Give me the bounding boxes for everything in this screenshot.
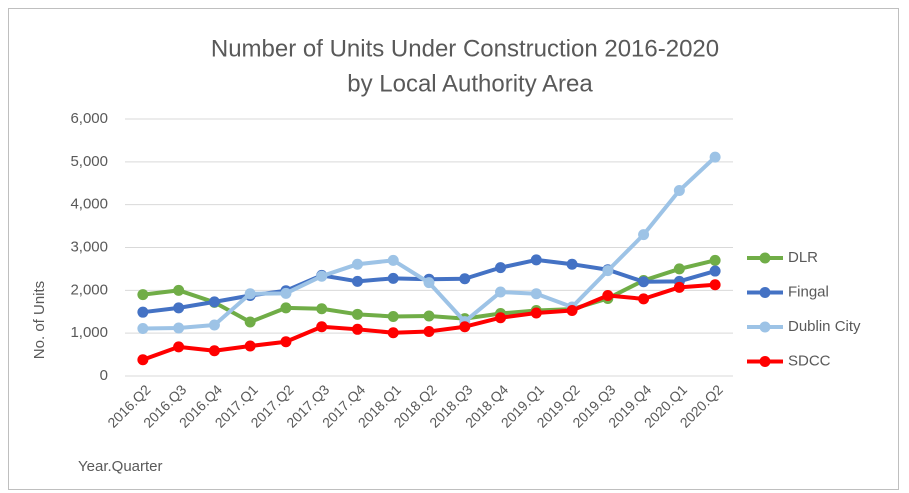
y-tick-label: 4,000 bbox=[70, 196, 108, 213]
point bbox=[351, 308, 363, 320]
y-tick-label: 5,000 bbox=[70, 153, 108, 170]
y-axis-label: No. of Units bbox=[31, 281, 48, 359]
point bbox=[244, 340, 256, 352]
legend-label: SDCC bbox=[788, 352, 831, 369]
point bbox=[566, 304, 578, 316]
point bbox=[208, 319, 220, 331]
point bbox=[137, 306, 149, 318]
point bbox=[673, 185, 685, 197]
legend-label: Fingal bbox=[788, 283, 829, 300]
point bbox=[208, 345, 220, 357]
chart-title: by Local Authority Area bbox=[347, 70, 593, 97]
point bbox=[423, 310, 435, 322]
point bbox=[173, 322, 185, 334]
chart-frame bbox=[8, 8, 899, 490]
point bbox=[351, 275, 363, 287]
point bbox=[387, 310, 399, 322]
chart-title: Number of Units Under Construction 2016-… bbox=[211, 35, 719, 62]
point bbox=[495, 312, 507, 324]
y-tick-label: 2,000 bbox=[70, 281, 108, 298]
point bbox=[280, 287, 292, 299]
point bbox=[530, 288, 542, 300]
point bbox=[137, 289, 149, 301]
point bbox=[495, 286, 507, 298]
point bbox=[387, 327, 399, 339]
point bbox=[316, 270, 328, 282]
point bbox=[173, 341, 185, 353]
point bbox=[316, 321, 328, 333]
point bbox=[316, 303, 328, 315]
legend-label: DLR bbox=[788, 249, 818, 266]
y-tick-label: 3,000 bbox=[70, 238, 108, 255]
point bbox=[173, 284, 185, 296]
point bbox=[351, 258, 363, 270]
point bbox=[638, 229, 650, 241]
point bbox=[244, 316, 256, 328]
point bbox=[709, 254, 721, 266]
point bbox=[459, 321, 471, 333]
point bbox=[173, 302, 185, 314]
point bbox=[673, 281, 685, 293]
legend-label: Dublin City bbox=[788, 318, 861, 335]
point bbox=[709, 279, 721, 291]
point bbox=[137, 322, 149, 334]
point bbox=[602, 289, 614, 301]
point bbox=[244, 288, 256, 300]
point bbox=[423, 325, 435, 337]
point bbox=[709, 265, 721, 277]
point bbox=[709, 151, 721, 163]
y-tick-label: 6,000 bbox=[70, 110, 108, 127]
point bbox=[566, 258, 578, 270]
point bbox=[387, 272, 399, 284]
point bbox=[673, 263, 685, 275]
y-tick-label: 0 bbox=[100, 367, 108, 384]
y-tick-label: 1,000 bbox=[70, 324, 108, 341]
point bbox=[638, 293, 650, 305]
legend-marker bbox=[759, 287, 771, 298]
point bbox=[280, 336, 292, 348]
point bbox=[208, 296, 220, 308]
point bbox=[530, 307, 542, 319]
point bbox=[602, 265, 614, 277]
point bbox=[137, 354, 149, 366]
point bbox=[459, 273, 471, 285]
legend-marker bbox=[759, 356, 771, 367]
point bbox=[351, 323, 363, 335]
legend-marker bbox=[759, 252, 771, 264]
point bbox=[423, 277, 435, 289]
point bbox=[638, 276, 650, 288]
point bbox=[387, 254, 399, 266]
point bbox=[495, 262, 507, 274]
legend-marker bbox=[759, 321, 771, 333]
x-axis-label: Year.Quarter bbox=[78, 458, 163, 475]
point bbox=[530, 254, 542, 266]
point bbox=[280, 302, 292, 314]
